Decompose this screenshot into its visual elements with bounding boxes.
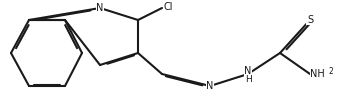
Text: N: N xyxy=(206,81,214,91)
Text: NH: NH xyxy=(310,69,325,79)
Text: 2: 2 xyxy=(329,67,334,76)
Text: N: N xyxy=(244,66,252,76)
Text: H: H xyxy=(244,75,251,84)
Text: Cl: Cl xyxy=(164,2,173,12)
Text: N: N xyxy=(96,3,104,13)
Text: S: S xyxy=(307,15,313,25)
